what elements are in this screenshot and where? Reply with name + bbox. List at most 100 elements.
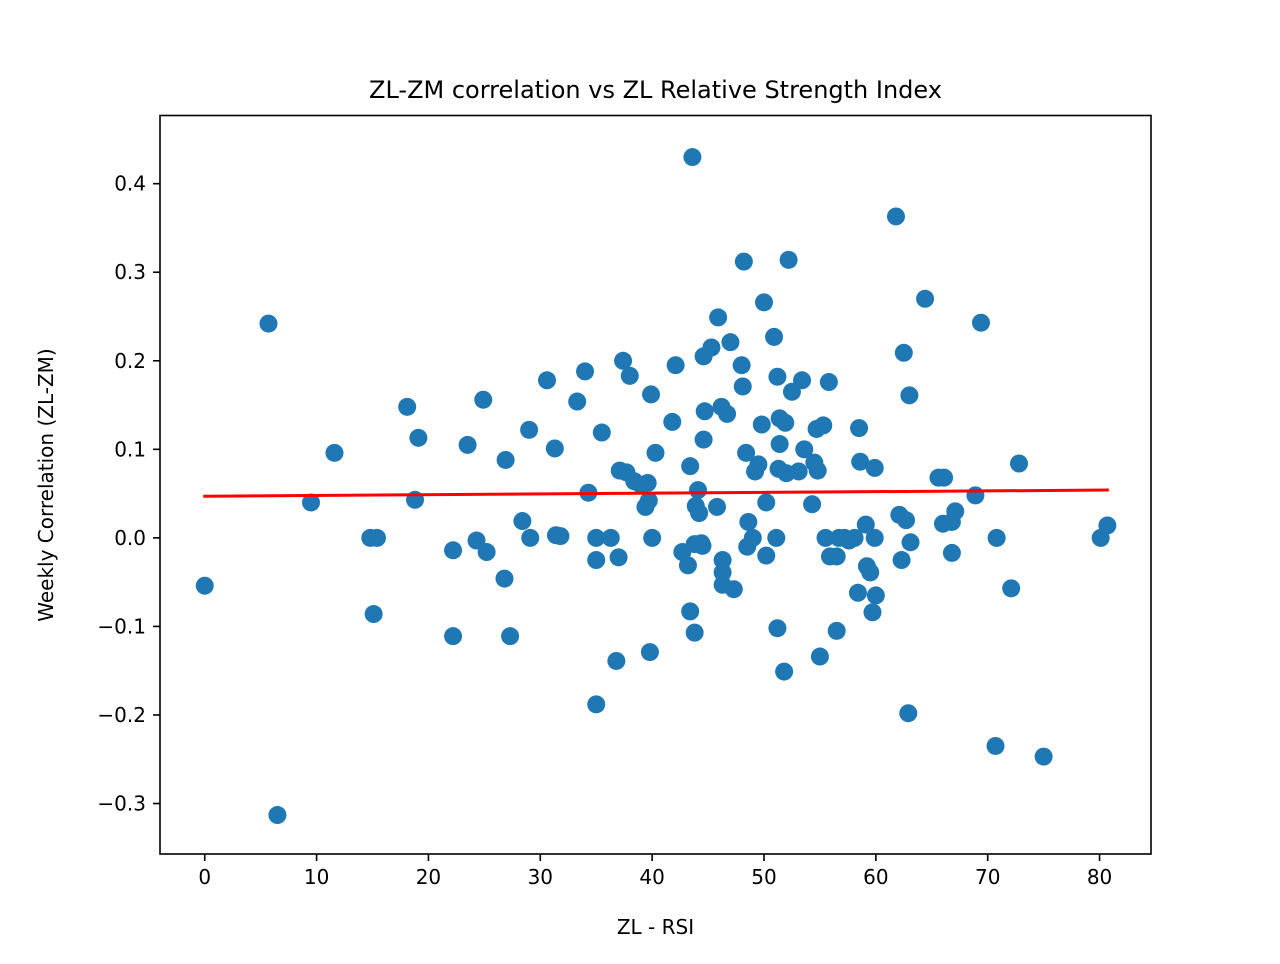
x-tick-label: 50 xyxy=(751,865,776,889)
scatter-point xyxy=(709,308,728,327)
y-tick-label: 0.3 xyxy=(114,260,146,284)
scatter-point xyxy=(845,528,864,547)
scatter-point xyxy=(521,528,540,547)
scatter-point xyxy=(721,333,740,352)
scatter-point xyxy=(477,543,496,562)
scatter-point xyxy=(495,569,514,588)
scatter-point xyxy=(814,416,833,435)
scatter-point xyxy=(966,486,985,505)
chart-title: ZL-ZM correlation vs ZL Relative Strengt… xyxy=(369,76,942,104)
scatter-point xyxy=(851,452,870,471)
scatter-point xyxy=(568,392,587,411)
scatter-point xyxy=(409,428,428,447)
scatter-point xyxy=(732,356,751,375)
scatter-point xyxy=(986,736,1005,755)
scatter-point xyxy=(803,495,822,514)
scatter-point xyxy=(734,252,753,271)
scatter-point xyxy=(695,402,714,421)
scatter-point xyxy=(538,371,557,390)
scatter-point xyxy=(640,643,659,662)
scatter-point xyxy=(702,338,721,357)
scatter-point xyxy=(268,806,287,825)
scatter-point xyxy=(900,386,919,405)
scatter-point xyxy=(513,512,532,531)
scatter-point xyxy=(694,430,713,449)
scatter-point xyxy=(724,580,743,599)
scatter-point xyxy=(743,528,762,547)
scatter-point xyxy=(545,439,564,458)
scatter-point xyxy=(646,443,665,462)
scatter-point xyxy=(987,528,1006,547)
scatter-point xyxy=(737,443,756,462)
x-axis-label: ZL - RSI xyxy=(617,915,694,939)
scatter-point xyxy=(816,528,835,547)
x-tick-label: 70 xyxy=(975,865,1000,889)
scatter-point xyxy=(685,623,704,642)
scatter-point xyxy=(767,528,786,547)
scatter-point xyxy=(757,493,776,512)
scatter-point xyxy=(793,371,812,390)
scatter-point xyxy=(942,543,961,562)
scatter-point xyxy=(765,327,784,346)
scatter-point xyxy=(325,443,344,462)
scatter-point xyxy=(733,377,752,396)
scatter-point xyxy=(754,293,773,312)
scatter-points xyxy=(195,148,1117,825)
scatter-point xyxy=(620,366,639,385)
scatter-point xyxy=(639,491,658,510)
scatter-point xyxy=(892,551,911,570)
scatter-point xyxy=(681,457,700,476)
y-tick-label: −0.1 xyxy=(97,614,146,638)
y-tick-label: −0.3 xyxy=(97,792,146,816)
scatter-point xyxy=(301,493,320,512)
scatter-point xyxy=(899,704,918,723)
scatter-point xyxy=(768,367,787,386)
scatter-point xyxy=(1010,454,1029,473)
scatter-point xyxy=(681,602,700,621)
scatter-point xyxy=(856,515,875,534)
scatter-point xyxy=(501,627,520,646)
scatter-point xyxy=(850,419,869,438)
scatter-point xyxy=(749,455,768,474)
scatter-point xyxy=(689,481,708,500)
scatter-point xyxy=(886,207,905,226)
scatter-point xyxy=(364,605,383,624)
scatter-point xyxy=(901,533,920,552)
scatter-point xyxy=(195,576,214,595)
scatter-point xyxy=(601,528,620,547)
scatter-point xyxy=(576,362,595,381)
trendline xyxy=(203,488,1109,498)
y-tick-label: 0.4 xyxy=(114,172,146,196)
scatter-point xyxy=(935,468,954,487)
y-tick-label: 0.1 xyxy=(114,437,146,461)
scatter-point xyxy=(678,556,697,575)
scatter-point xyxy=(683,148,702,167)
scatter-point xyxy=(444,627,463,646)
scatter-point xyxy=(693,536,712,555)
x-tick-label: 10 xyxy=(304,865,329,889)
y-axis-label: Weekly Correlation (ZL-ZM) xyxy=(34,348,58,621)
scatter-point xyxy=(789,462,808,481)
scatter-point xyxy=(770,435,789,454)
x-tick-label: 20 xyxy=(416,865,441,889)
scatter-point xyxy=(708,497,727,516)
scatter-point xyxy=(713,551,732,570)
scatter-point xyxy=(795,440,814,459)
y-tick-label: 0.0 xyxy=(114,526,146,550)
scatter-point xyxy=(592,423,611,442)
x-tick-label: 60 xyxy=(863,865,888,889)
plot-area-frame xyxy=(159,114,1152,855)
scatter-point xyxy=(587,528,606,547)
scatter-point xyxy=(614,351,633,370)
x-tick-label: 80 xyxy=(1087,865,1112,889)
y-tick-label: −0.2 xyxy=(97,703,146,727)
x-tick-label: 30 xyxy=(528,865,553,889)
trendline-layer xyxy=(203,488,1109,498)
scatter-point xyxy=(819,373,838,392)
x-tick-label: 0 xyxy=(198,865,211,889)
scatter-point xyxy=(865,458,884,477)
scatter-point xyxy=(752,415,771,434)
y-axis-ticks: −0.3 −0.2 −0.1 0.0 0.1 0.2 0.3 0.4 xyxy=(97,172,160,816)
